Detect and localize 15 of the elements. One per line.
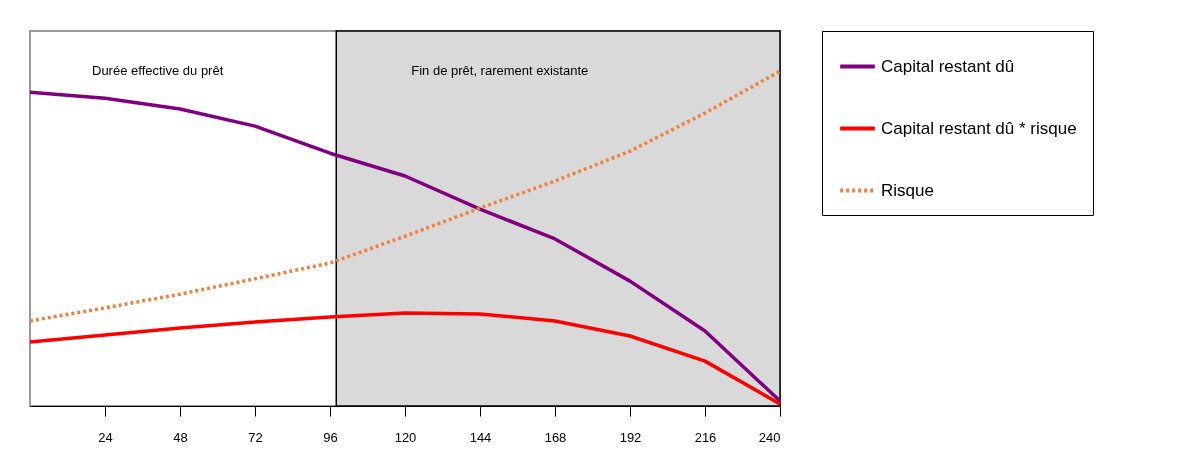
x-tick-label: 72 <box>248 429 263 445</box>
x-tick-label: 96 <box>323 429 338 445</box>
x-tick-label: 24 <box>98 429 113 445</box>
legend-label: Risque <box>881 180 934 200</box>
x-tick-label: 240 <box>758 429 781 445</box>
band-label: Fin de prêt, rarement existante <box>411 63 589 78</box>
legend-label: Capital restant dû <box>881 56 1015 76</box>
annotation: Durée effective du prêt <box>92 63 224 78</box>
x-tick-label: 216 <box>694 429 717 445</box>
legend-label: Capital restant dû * risque <box>881 118 1077 138</box>
x-tick-label: 168 <box>544 429 567 445</box>
x-tick-label: 120 <box>394 429 417 445</box>
x-tick-label: 192 <box>619 429 642 445</box>
x-tick-label: 48 <box>173 429 188 445</box>
x-tick-label: 144 <box>469 429 492 445</box>
